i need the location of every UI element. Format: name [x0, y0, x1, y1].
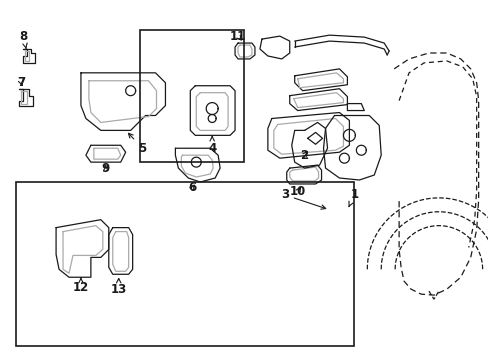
Text: 8: 8: [19, 30, 27, 48]
Text: 7: 7: [17, 76, 25, 89]
Text: 4: 4: [207, 136, 216, 155]
Text: 9: 9: [102, 162, 110, 175]
Text: 10: 10: [289, 185, 305, 198]
Text: 12: 12: [73, 278, 89, 294]
Text: 13: 13: [110, 279, 126, 296]
Text: 1: 1: [348, 188, 358, 207]
Text: 3: 3: [280, 188, 325, 209]
Text: 5: 5: [128, 133, 146, 155]
Text: 6: 6: [188, 181, 196, 194]
Bar: [16, 182, 353, 346]
Text: 11: 11: [229, 30, 245, 42]
Bar: [140, 30, 244, 162]
Text: 2: 2: [300, 149, 308, 162]
